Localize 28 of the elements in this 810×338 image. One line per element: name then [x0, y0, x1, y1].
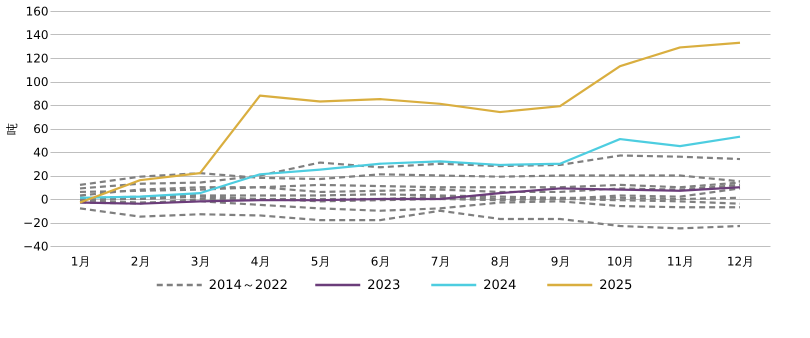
x-tick-label: 3月	[190, 254, 210, 268]
y-tick-label: −20	[23, 216, 48, 230]
x-tick-label: 8月	[490, 254, 510, 268]
legend-label: 2023	[367, 278, 400, 293]
x-tick-label: 2月	[130, 254, 150, 268]
y-tick-label: 140	[26, 28, 48, 42]
x-tick-label: 11月	[666, 254, 694, 268]
y-tick-label: 60	[33, 122, 48, 136]
y-tick-label: 40	[33, 146, 48, 160]
legend-label: 2024	[483, 278, 516, 293]
x-tick-label: 5月	[310, 254, 330, 268]
x-tick-label: 12月	[726, 254, 754, 268]
y-tick-label: −40	[23, 240, 48, 254]
x-tick-label: 7月	[430, 254, 450, 268]
legend-label: 2025	[599, 278, 632, 293]
x-tick-label: 6月	[370, 254, 390, 268]
y-tick-label: 20	[33, 169, 48, 183]
y-tick-label: 160	[26, 4, 48, 18]
x-tick-label: 10月	[606, 254, 634, 268]
y-tick-label: 100	[26, 75, 48, 89]
x-tick-label: 9月	[550, 254, 570, 268]
y-tick-label: 80	[33, 98, 48, 112]
x-tick-label: 1月	[70, 254, 90, 268]
x-tick-label: 4月	[250, 254, 270, 268]
y-tick-label: 120	[26, 52, 48, 66]
y-tick-label: 0	[40, 192, 48, 206]
legend-label: 2014～2022	[208, 278, 288, 293]
y-axis-title: 吨	[5, 123, 20, 135]
